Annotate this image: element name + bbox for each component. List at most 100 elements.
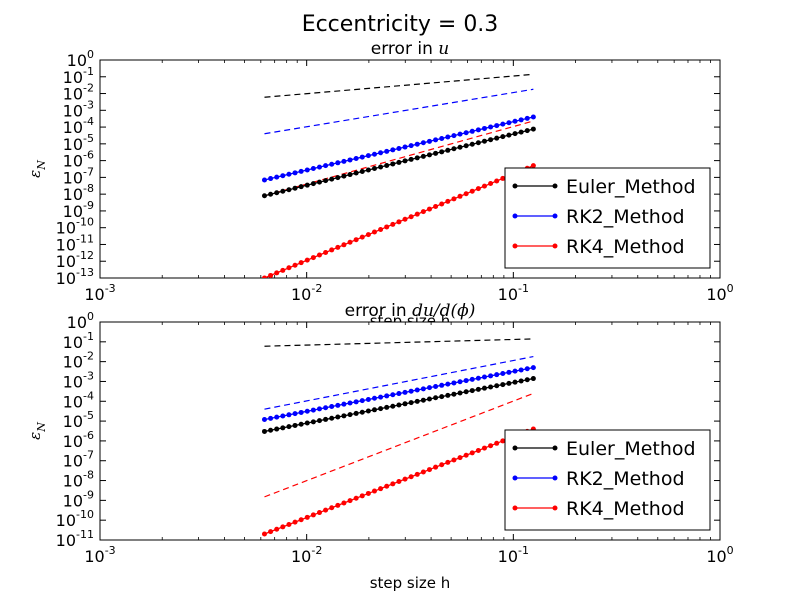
y-tick-base: 10 (67, 313, 87, 332)
data-point (475, 447, 481, 453)
data-point (280, 413, 286, 419)
data-point (292, 185, 298, 191)
y-tick-label: 10-1 (63, 330, 94, 352)
data-point (371, 151, 377, 157)
data-point (384, 483, 390, 489)
reference-line-1 (264, 88, 534, 135)
data-point (359, 493, 365, 499)
y-tick-base: 10 (63, 152, 83, 171)
y-tick-exponent: -8 (83, 182, 94, 195)
y-tick-label: 100 (67, 48, 94, 70)
y-tick-label: 100 (67, 310, 94, 332)
y-tick-exponent: -13 (76, 266, 94, 279)
data-point (463, 389, 469, 395)
data-point (365, 408, 371, 414)
data-point (347, 498, 353, 504)
data-point (481, 385, 487, 391)
data-point (469, 128, 475, 134)
y-tick-label: 10-5 (63, 409, 94, 431)
y-tick-label: 10-9 (63, 199, 94, 221)
data-point (365, 396, 371, 402)
legend: Euler_Method RK2_Method RK4_Method (504, 167, 711, 269)
data-point (469, 188, 475, 194)
data-point (261, 428, 267, 434)
data-point (286, 171, 292, 177)
data-point (286, 265, 292, 271)
data-point (310, 419, 316, 425)
data-point (353, 399, 359, 405)
y-tick-label: 10-6 (63, 149, 94, 171)
y-tick-exponent: 0 (87, 310, 94, 323)
x-tick-exponent: -3 (105, 544, 116, 557)
data-point (414, 155, 420, 161)
plot-marks (261, 73, 536, 278)
data-point (445, 392, 451, 398)
y-tick-label: 10-8 (63, 469, 94, 491)
data-point (298, 421, 304, 427)
data-point (475, 127, 481, 133)
x-tick-base: 10 (291, 547, 311, 566)
data-point (384, 224, 390, 230)
y-tick-base: 10 (56, 531, 76, 550)
data-point (402, 476, 408, 482)
data-point (524, 377, 530, 383)
data-point (390, 392, 396, 398)
data-point (518, 367, 524, 373)
y-tick-base: 10 (56, 511, 76, 530)
y-tick-label: 10-7 (63, 449, 94, 471)
y-tick-exponent: -1 (83, 65, 94, 78)
y-tick-exponent: -10 (76, 216, 94, 229)
data-point (500, 382, 506, 388)
y-tick-exponent: -4 (83, 389, 94, 402)
data-point (261, 531, 267, 537)
data-point (451, 196, 457, 202)
data-point (414, 398, 420, 404)
data-point (280, 267, 286, 273)
data-point (286, 521, 292, 527)
data-point (414, 471, 420, 477)
subplot-title-text: error in (345, 301, 412, 321)
data-point (359, 169, 365, 175)
data-point (347, 157, 353, 163)
legend-label: RK2_Method (566, 206, 685, 228)
y-tick-base: 10 (63, 432, 83, 451)
data-point (402, 144, 408, 150)
y-tick-exponent: -3 (83, 369, 94, 382)
data-point (439, 382, 445, 388)
data-point (488, 443, 494, 449)
data-point (274, 426, 280, 432)
data-point (457, 455, 463, 461)
y-tick-base: 10 (63, 185, 83, 204)
data-point (451, 391, 457, 397)
data-point (274, 270, 280, 276)
data-point (439, 201, 445, 207)
data-point (426, 206, 432, 212)
data-point (512, 131, 518, 137)
data-point (433, 383, 439, 389)
y-tick-exponent: 0 (87, 48, 94, 61)
data-point (433, 395, 439, 401)
reference-line-1 (264, 355, 534, 410)
y-tick-base: 10 (67, 51, 87, 70)
data-point (335, 244, 341, 250)
data-point (261, 275, 267, 278)
y-axis-label-subscript: N (35, 422, 48, 433)
x-tick-exponent: -2 (311, 544, 322, 557)
data-point (292, 262, 298, 268)
data-point (341, 158, 347, 164)
data-point (426, 385, 432, 391)
x-tick-label: 10-3 (84, 282, 115, 304)
data-point (286, 187, 292, 193)
legend-marker (552, 213, 558, 219)
data-point (359, 154, 365, 160)
y-tick-exponent: -12 (76, 249, 94, 262)
subplot-title-math: u (438, 39, 449, 59)
data-point (439, 462, 445, 468)
legend-label: Euler_Method (566, 176, 696, 198)
data-point (298, 260, 304, 266)
subplot-title-math: du/d(ϕ) (412, 301, 475, 321)
data-point (341, 401, 347, 407)
data-point (463, 130, 469, 136)
data-point (396, 145, 402, 151)
legend-marker (552, 445, 558, 451)
